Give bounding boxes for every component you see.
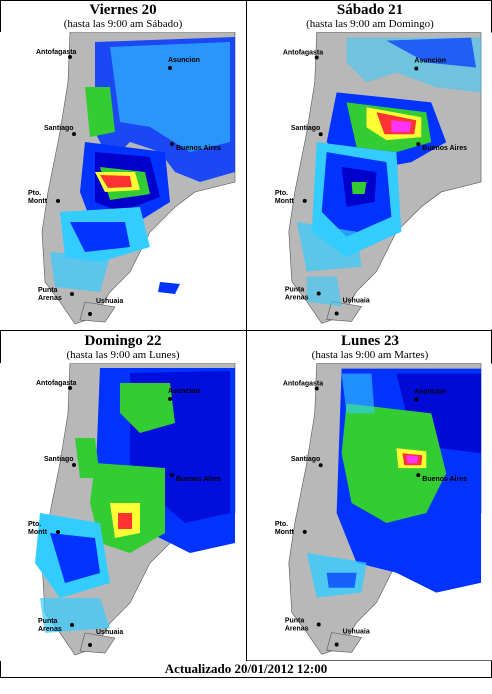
- city-labels: Antofagasta Asuncion Santiago Buenos Aires P…: [28, 380, 221, 647]
- panel-title: Lunes 23: [341, 333, 399, 349]
- city-label-ushuaia: Ushuaia: [96, 629, 123, 636]
- city-label-arenas: Arenas: [38, 626, 62, 633]
- city-label-montt: Montt: [275, 198, 295, 205]
- city-label-montt: Montt: [28, 198, 48, 205]
- city-dot-arenas: [70, 623, 74, 627]
- horizontal-divider: [0, 330, 492, 331]
- city-labels: Antofagasta Asuncion Santiago Buenos Aires P…: [275, 50, 467, 316]
- city-dot-santiago: [72, 132, 76, 136]
- map-domingo: Antofagasta Asuncion Santiago Buenos Aires P…: [0, 363, 246, 661]
- city-dot-ushuaia: [88, 643, 92, 647]
- city-label-ushuaia: Ushuaia: [96, 298, 123, 305]
- city-label-pto: Pto.: [275, 190, 288, 197]
- city-dot-buenos_aires: [416, 142, 421, 147]
- panel-subtitle: (hasta las 9:00 am Lunes): [66, 349, 180, 361]
- panel-subtitle: (hasta las 9:00 am Martes): [311, 349, 429, 361]
- city-label-arenas: Arenas: [38, 295, 62, 302]
- panel-domingo: Domingo 22 (hasta las 9:00 am Lunes) Ant…: [0, 331, 246, 661]
- city-label-punta: Punta: [285, 618, 304, 625]
- city-dot-santiago: [318, 463, 323, 468]
- city-dot-ushuaia: [334, 642, 339, 647]
- city-dot-santiago: [318, 132, 323, 137]
- city-dot-arenas: [316, 291, 321, 296]
- panel-lunes: Lunes 23 (hasta las 9:00 am Martes) Anto…: [247, 331, 492, 661]
- footer-divider: [0, 660, 492, 661]
- city-label-buenos_aires: Buenos Aires: [176, 476, 221, 483]
- city-label-antofagasta: Antofagasta: [283, 50, 323, 57]
- city-label-punta: Punta: [285, 287, 304, 294]
- city-label-pto: Pto.: [28, 190, 41, 197]
- city-label-santiago: Santiago: [291, 125, 320, 132]
- city-dot-buenos_aires: [170, 142, 174, 146]
- city-dot-asuncion: [414, 66, 419, 71]
- city-dot-buenos_aires: [416, 473, 421, 478]
- city-label-ushuaia: Ushuaia: [343, 629, 370, 636]
- panel-title: Domingo 22: [84, 333, 162, 349]
- city-dot-ushuaia: [334, 311, 339, 316]
- city-dot-antofagasta: [314, 55, 319, 60]
- tierra-del-fuego: [79, 632, 116, 654]
- updated-footer: Actualizado 20/01/2012 12:00: [164, 661, 328, 676]
- city-label-ushuaia: Ushuaia: [343, 298, 370, 305]
- city-dot-antofagasta: [314, 386, 319, 391]
- city-label-antofagasta: Antofagasta: [36, 380, 77, 387]
- precip-overlay: [296, 37, 482, 307]
- map-sabado: Antofagasta Asuncion Santiago Buenos Aires P…: [247, 32, 492, 330]
- city-label-asuncion: Asuncion: [168, 388, 200, 395]
- city-label-montt: Montt: [28, 529, 48, 536]
- city-dot-ushuaia: [88, 312, 92, 316]
- panel-title: Viernes 20: [89, 2, 157, 18]
- panel-sabado: Sábado 21 (hasta las 9:00 am Domingo) An…: [247, 0, 492, 330]
- city-dot-buenos_aires: [170, 473, 174, 477]
- city-dot-arenas: [70, 292, 74, 296]
- map-viernes: Antofagasta Asuncion Santiago Buenos Aires P…: [0, 32, 246, 330]
- map-lunes: Antofagasta Asuncion Santiago Buenos Aires P…: [247, 363, 492, 661]
- precip-overlay: [50, 37, 235, 294]
- city-dot-asuncion: [414, 397, 419, 402]
- panel-subtitle: (hasta las 9:00 am Sábado): [63, 18, 183, 30]
- panel-viernes: Viernes 20 (hasta las 9:00 am Sábado) An…: [0, 0, 246, 330]
- city-label-buenos_aires: Buenos Aires: [422, 145, 467, 152]
- city-label-antofagasta: Antofagasta: [283, 381, 323, 388]
- city-label-pto: Pto.: [275, 521, 288, 528]
- city-label-antofagasta: Antofagasta: [36, 49, 77, 56]
- city-dot-asuncion: [168, 66, 172, 70]
- city-dot-montt: [302, 198, 307, 203]
- city-dot-montt: [56, 199, 60, 203]
- precip-overlay: [306, 368, 482, 598]
- city-label-asuncion: Asuncion: [168, 57, 200, 64]
- city-label-buenos_aires: Buenos Aires: [176, 145, 221, 152]
- city-label-asuncion: Asuncion: [414, 388, 446, 395]
- city-label-punta: Punta: [38, 287, 58, 294]
- city-label-asuncion: Asuncion: [414, 57, 446, 64]
- city-label-santiago: Santiago: [291, 456, 320, 463]
- city-dot-arenas: [316, 622, 321, 627]
- city-label-pto: Pto.: [28, 521, 41, 528]
- city-dot-asuncion: [168, 397, 172, 401]
- panel-title: Sábado 21: [336, 2, 404, 18]
- panel-subtitle: (hasta las 9:00 am Domingo): [306, 18, 434, 30]
- tierra-del-fuego: [79, 301, 116, 323]
- tierra-del-fuego: [326, 632, 363, 653]
- city-dot-montt: [302, 529, 307, 534]
- city-label-arenas: Arenas: [285, 626, 309, 633]
- city-label-santiago: Santiago: [44, 456, 74, 463]
- city-dot-montt: [56, 530, 60, 534]
- tierra-del-fuego: [326, 301, 363, 322]
- city-dot-antofagasta: [68, 386, 72, 390]
- city-labels: Antofagasta Asuncion Santiago Buenos Aires P…: [28, 49, 221, 316]
- precip-overlay: [35, 368, 235, 633]
- city-label-buenos_aires: Buenos Aires: [422, 476, 467, 483]
- city-label-montt: Montt: [275, 529, 295, 536]
- city-dot-antofagasta: [68, 55, 72, 59]
- city-label-punta: Punta: [38, 618, 58, 625]
- city-label-arenas: Arenas: [285, 295, 309, 302]
- city-dot-santiago: [72, 463, 76, 467]
- city-labels: Antofagasta Asuncion Santiago Buenos Aires P…: [275, 381, 467, 647]
- city-label-santiago: Santiago: [44, 125, 74, 132]
